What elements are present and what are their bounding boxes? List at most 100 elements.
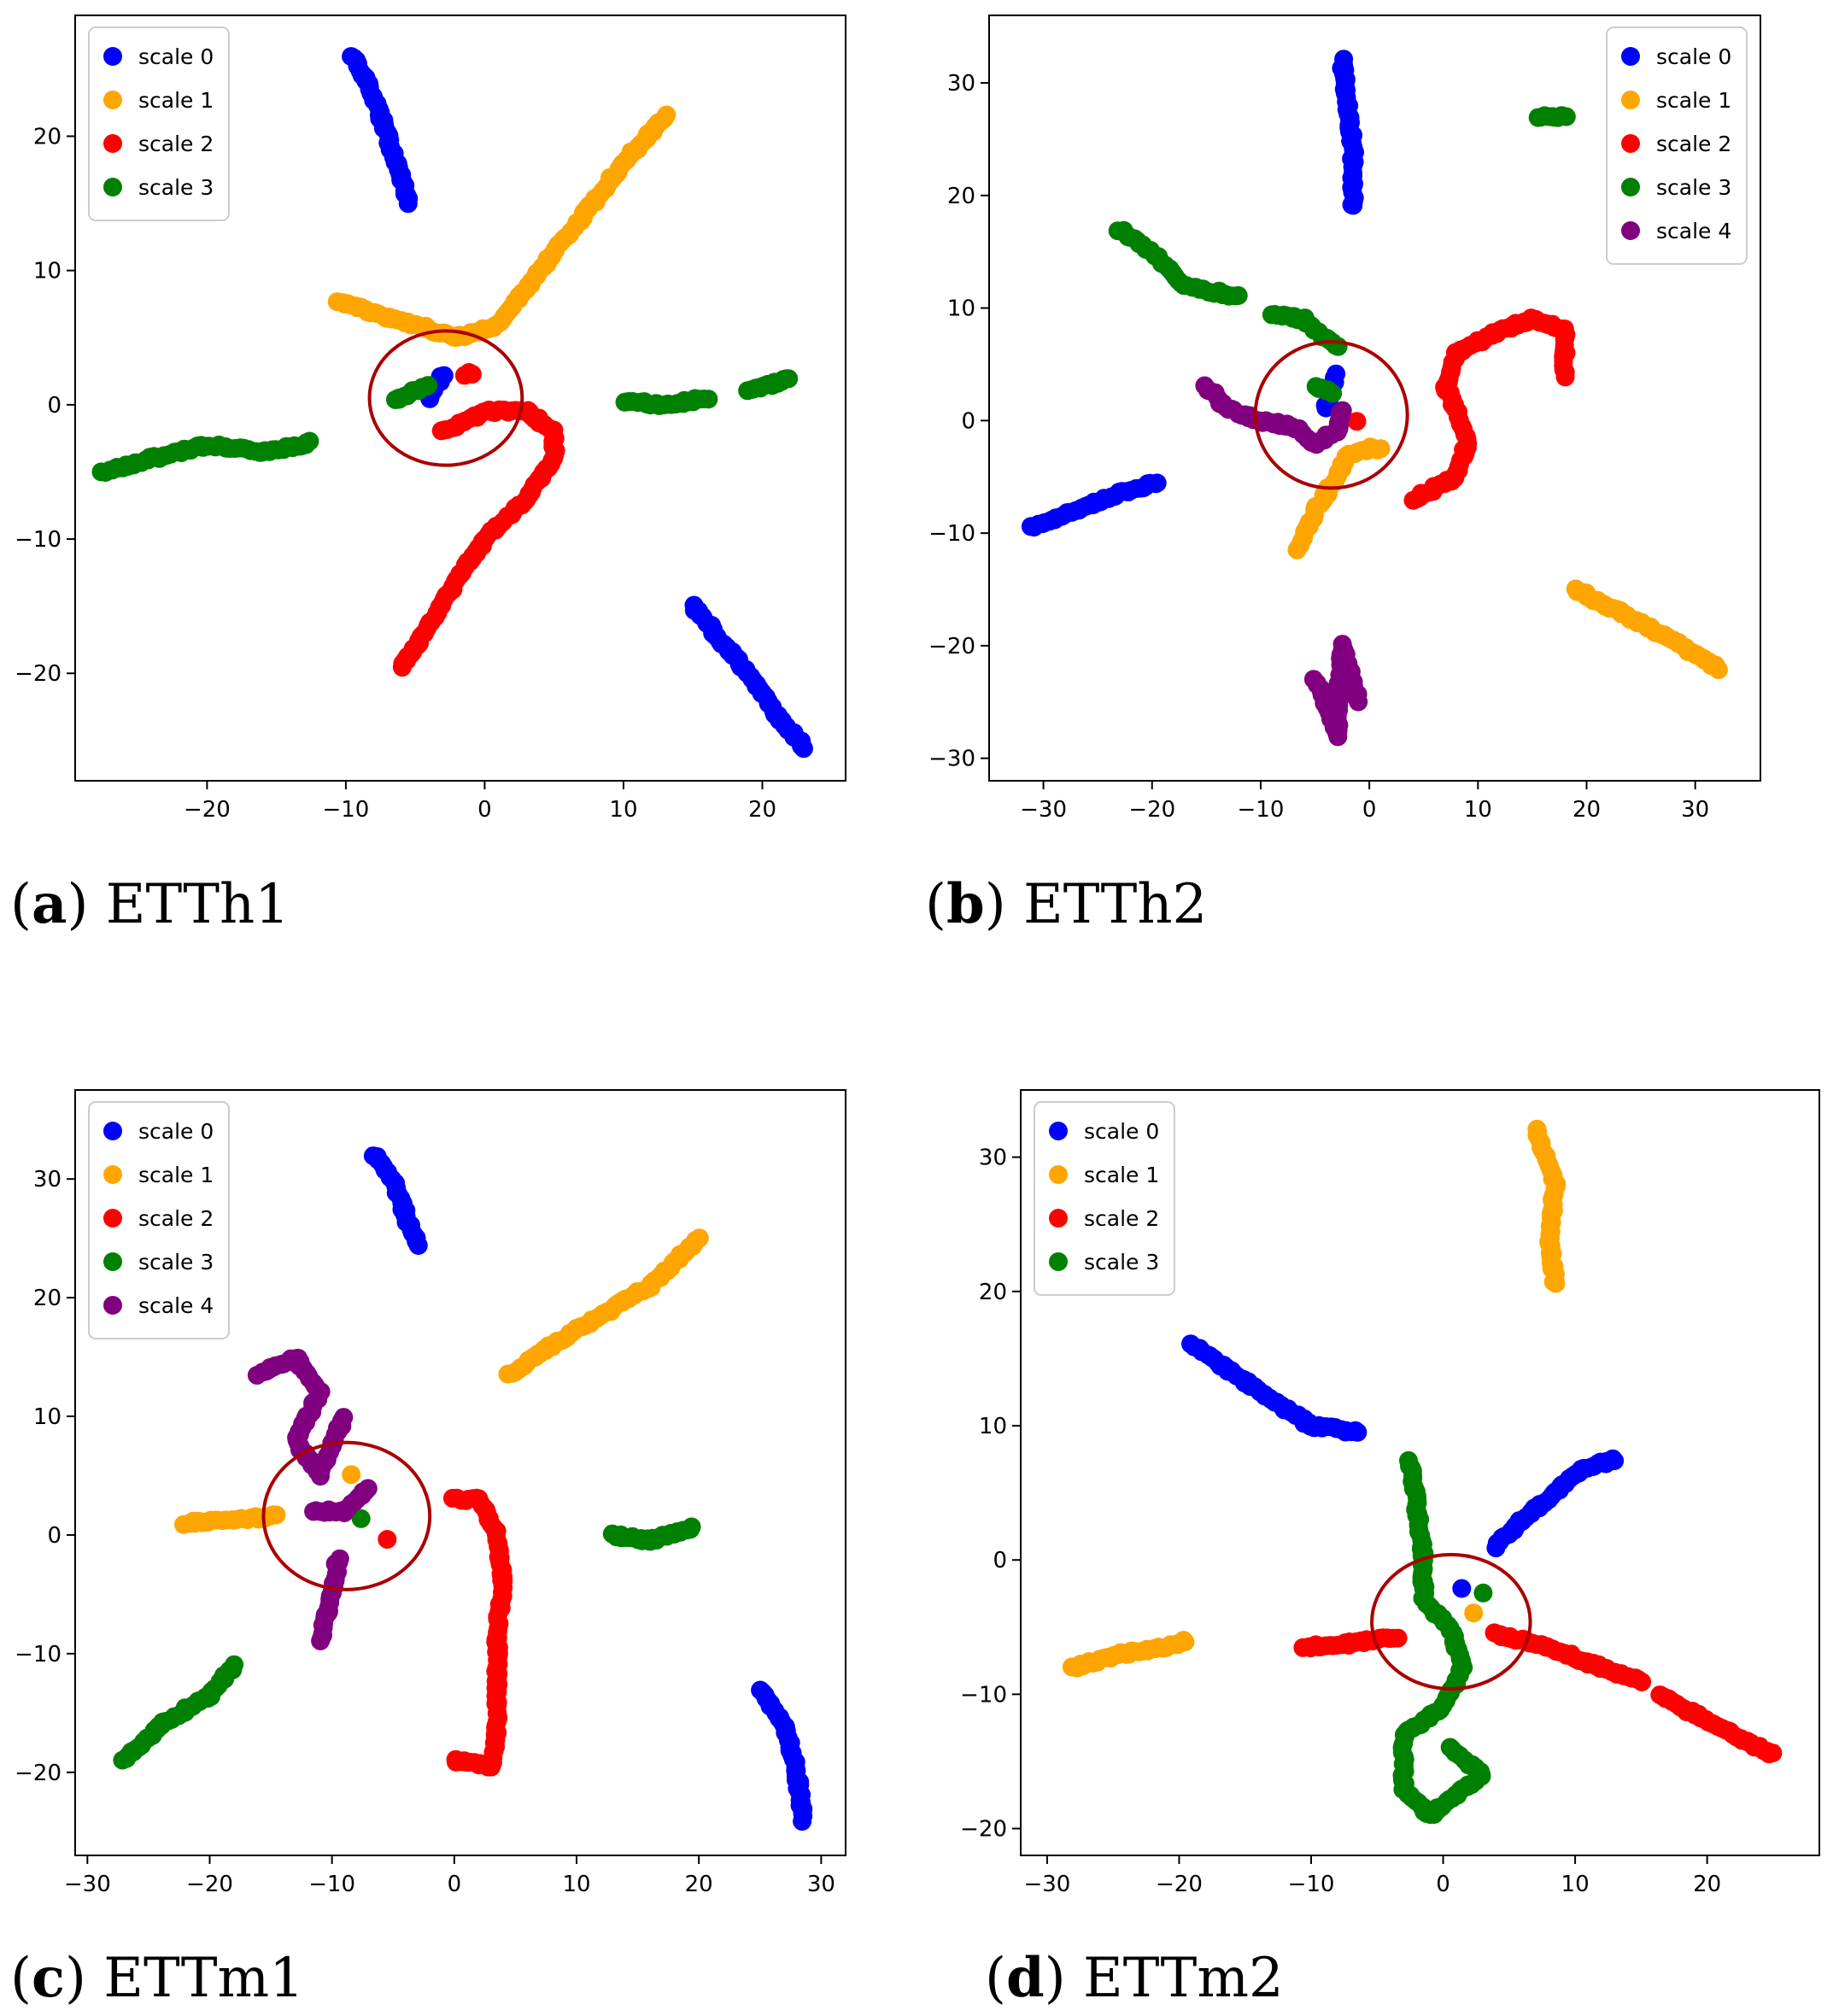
x-tick-label: −30 [1023, 1872, 1070, 1897]
legend-label: scale 1 [1084, 1163, 1159, 1187]
axes-frame [1020, 1089, 1820, 1856]
x-tick-label: −10 [1288, 1872, 1335, 1897]
scatter-point [358, 1479, 378, 1498]
series-scale-4 [247, 1348, 378, 1650]
x-tick-label: −30 [64, 1872, 111, 1897]
x-tick-label: 0 [1362, 797, 1377, 823]
legend-label: scale 0 [138, 44, 214, 69]
scatter-point [682, 1517, 701, 1537]
x-tick-label: −30 [1020, 797, 1067, 823]
scatter-point [300, 431, 319, 451]
y-tick-label: −10 [960, 1682, 1007, 1708]
x-tick-label: 10 [609, 797, 637, 823]
legend-label: scale 2 [138, 132, 214, 156]
legend-label: scale 4 [1656, 219, 1731, 243]
x-tick-label: −20 [184, 797, 231, 823]
series-scale-4 [1195, 376, 1368, 747]
scatter-point [342, 1465, 361, 1485]
caption-letter: b [946, 872, 985, 936]
scatter-point [1228, 286, 1248, 305]
x-tick-label: −10 [1238, 797, 1285, 823]
scatter-point [1328, 337, 1348, 356]
series-scale-1 [1062, 1119, 1567, 1678]
x-tick-label: 10 [562, 1872, 590, 1897]
y-tick-label: 10 [33, 259, 61, 284]
y-tick-label: −10 [15, 527, 61, 553]
scatter-point [779, 369, 799, 389]
y-tick-label: −20 [928, 634, 975, 659]
legend-label: scale 2 [1084, 1206, 1159, 1231]
legend: scale 0 scale 1 scale 2 scale 3 scale 4 [88, 1101, 230, 1339]
scatter-point [1763, 1743, 1783, 1763]
legend-label: scale 3 [1656, 175, 1731, 200]
legend-label: scale 0 [1084, 1119, 1159, 1144]
legend-label: scale 2 [138, 1206, 214, 1231]
series-scale-2 [1347, 308, 1576, 510]
y-tick-label: 20 [33, 124, 61, 149]
axes-frame [74, 1089, 846, 1856]
x-tick-label: 30 [807, 1872, 835, 1897]
scatter-point [351, 1509, 371, 1528]
y-tick-label: −10 [15, 1642, 61, 1667]
scatter-point [378, 1530, 397, 1549]
legend-marker [103, 1165, 122, 1184]
caption-letter: c [32, 1946, 65, 2010]
scatter-point [419, 376, 438, 396]
scatter-point [1708, 660, 1728, 679]
legend: scale 0 scale 1 scale 2 scale 3 scale 4 [1606, 26, 1748, 265]
series-scale-0 [363, 1146, 813, 1831]
legend-marker [1621, 134, 1640, 153]
scatter-point [266, 1505, 286, 1525]
x-tick-label: 20 [1693, 1872, 1721, 1897]
scatter-point [334, 1408, 354, 1427]
scatter-point [1464, 1603, 1484, 1623]
legend-frame [1034, 1101, 1175, 1296]
scatter-point [408, 1236, 428, 1255]
caption-etth2: (b) ETTh2 [925, 872, 1207, 936]
series-scale-1 [1287, 437, 1728, 679]
legend-label: scale 0 [138, 1119, 214, 1144]
scatter-point [1605, 1451, 1625, 1470]
scatter-point [1632, 1672, 1652, 1691]
scatter-point [793, 1812, 812, 1831]
caption-name: ETTh2 [1023, 873, 1207, 936]
legend-marker [103, 178, 122, 196]
y-tick-label: 10 [947, 296, 975, 322]
series-scale-2 [378, 1488, 513, 1777]
y-tick-label: 30 [979, 1146, 1007, 1171]
legend: scale 0 scale 1 scale 2 scale 3 [88, 26, 230, 221]
scatter-point [1344, 196, 1363, 215]
legend-label: scale 1 [1656, 88, 1731, 113]
legend-label: scale 3 [1084, 1250, 1159, 1275]
x-tick-label: 30 [1681, 797, 1709, 823]
series-scale-2 [392, 363, 565, 677]
legend-label: scale 4 [138, 1293, 214, 1318]
y-tick-label: 0 [993, 1548, 1007, 1574]
highlight-circle [1370, 1552, 1532, 1691]
legend-frame [1606, 26, 1748, 265]
legend-marker [1049, 1165, 1068, 1184]
axes-frame [988, 15, 1761, 782]
scatter-point [1348, 1422, 1368, 1442]
scatter-point [1147, 473, 1167, 493]
legend-frame [88, 1101, 230, 1339]
series-scale-2 [1293, 1623, 1783, 1764]
axes-frame [74, 15, 846, 782]
scatter-point [446, 1749, 466, 1769]
scatter-point [1440, 1738, 1460, 1757]
caption-etth1: (a) ETTh1 [10, 872, 290, 936]
y-tick-label: −20 [15, 1761, 61, 1786]
legend-label: scale 1 [138, 1163, 214, 1187]
y-tick-label: −10 [928, 521, 975, 547]
x-tick-label: 20 [685, 1872, 713, 1897]
legend-marker [1049, 1122, 1068, 1140]
series-scale-0 [1181, 1334, 1625, 1598]
scatter-point [392, 658, 412, 677]
caption-letter: d [1006, 1946, 1045, 2010]
series-scale-0 [1021, 50, 1364, 537]
y-tick-label: −20 [15, 661, 61, 687]
x-tick-label: −10 [308, 1872, 355, 1897]
